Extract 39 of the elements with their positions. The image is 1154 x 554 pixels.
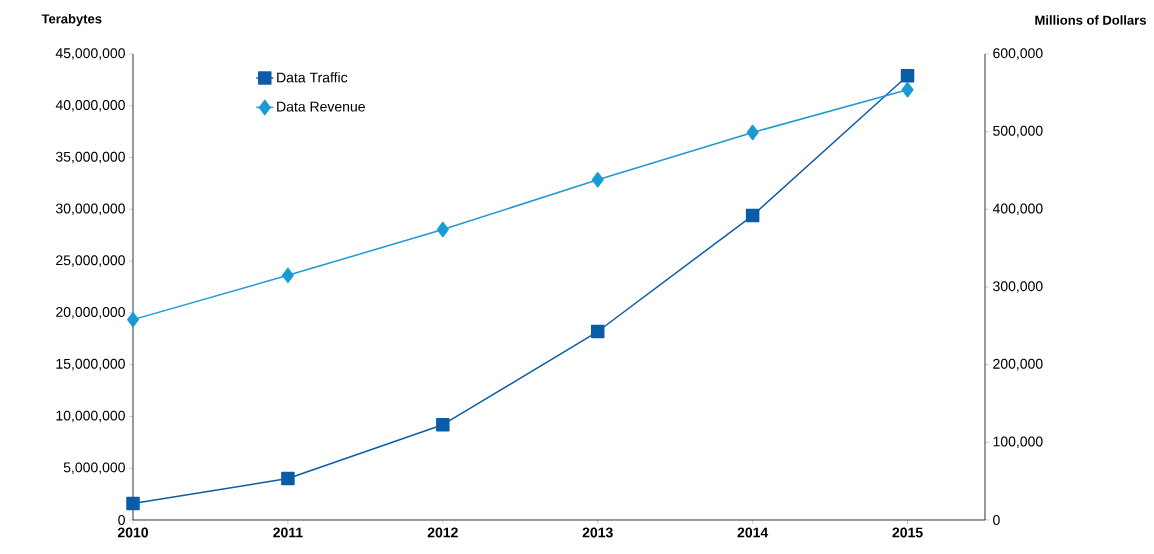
x-tick-label: 2011	[273, 527, 303, 538]
y2-tick-label: 500,000	[993, 125, 1043, 138]
point	[436, 417, 450, 432]
x-tick-label: 2013	[582, 527, 613, 538]
point	[281, 471, 295, 486]
y2-tick-label: 600,000	[993, 48, 1043, 60]
y2-tick-label: 100,000	[993, 436, 1043, 449]
point	[436, 221, 449, 238]
point	[127, 311, 140, 328]
y2-tick-label: 400,000	[992, 203, 1043, 216]
legend-label: Data Traffic	[277, 72, 348, 83]
y-tick-label: 30,000,000	[55, 203, 125, 216]
legend-label: Data Revenue	[277, 101, 365, 112]
point	[900, 68, 915, 83]
point	[746, 124, 759, 141]
y2-tick-label: 200,000	[993, 358, 1043, 371]
y2-tick-label: 300,000	[993, 281, 1043, 293]
point	[126, 496, 140, 511]
point	[281, 267, 294, 284]
y-tick-label: 20,000,000	[56, 307, 125, 319]
point	[590, 324, 605, 339]
y-tick-label: 0	[118, 515, 125, 525]
y-tick-label: 15,000,000	[56, 358, 125, 371]
x-tick-label: 2012	[427, 527, 458, 538]
x-tick-label: 2010	[117, 527, 149, 538]
y-axis-title: Terabytes	[41, 13, 102, 27]
point	[591, 172, 604, 188]
x-tick-label: 2015	[892, 527, 923, 538]
x-tick-label: 2014	[737, 527, 769, 538]
y2-axis-title: Millions of Dollars	[1035, 15, 1146, 25]
point	[901, 81, 914, 98]
y-tick-label: 10,000,000	[56, 410, 125, 423]
y-tick-label: 40,000,000	[55, 99, 125, 112]
y-tick-label: 45,000,000	[55, 48, 125, 60]
y-tick-label: 5,000,000	[63, 462, 125, 474]
y2-tick-label: 0	[993, 515, 1000, 525]
y-tick-label: 35,000,000	[55, 151, 125, 164]
y-tick-label: 25,000,000	[56, 255, 125, 267]
point	[745, 208, 760, 223]
